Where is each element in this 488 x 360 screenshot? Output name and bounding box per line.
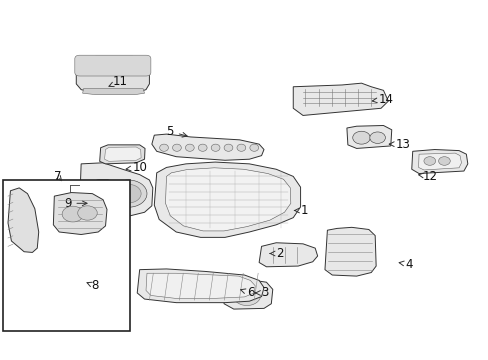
Polygon shape xyxy=(146,273,255,298)
Polygon shape xyxy=(346,126,391,148)
Circle shape xyxy=(369,132,385,143)
Text: 3: 3 xyxy=(255,287,268,300)
Polygon shape xyxy=(325,227,375,276)
Text: 7: 7 xyxy=(54,170,61,183)
Ellipse shape xyxy=(224,144,232,151)
Polygon shape xyxy=(137,269,264,303)
Ellipse shape xyxy=(198,144,207,151)
Text: 8: 8 xyxy=(87,279,98,292)
Ellipse shape xyxy=(185,144,194,151)
Circle shape xyxy=(423,157,435,165)
Polygon shape xyxy=(104,147,141,161)
Polygon shape xyxy=(82,89,144,95)
Polygon shape xyxy=(411,149,467,174)
Polygon shape xyxy=(259,243,317,267)
Text: 13: 13 xyxy=(388,138,410,150)
Circle shape xyxy=(78,206,97,220)
Polygon shape xyxy=(224,280,272,309)
Circle shape xyxy=(83,179,122,208)
Polygon shape xyxy=(80,163,153,217)
Circle shape xyxy=(233,285,260,306)
Polygon shape xyxy=(8,188,39,252)
Text: 14: 14 xyxy=(371,93,393,106)
Circle shape xyxy=(116,184,141,203)
Text: 9: 9 xyxy=(64,197,87,210)
Bar xyxy=(3,180,130,330)
Text: 5: 5 xyxy=(166,125,187,138)
Text: 12: 12 xyxy=(418,170,437,183)
Text: 4: 4 xyxy=(398,258,412,271)
Circle shape xyxy=(352,131,369,144)
Circle shape xyxy=(62,206,83,222)
Polygon shape xyxy=(53,193,107,234)
Polygon shape xyxy=(293,83,387,116)
Ellipse shape xyxy=(172,144,181,151)
Text: 6: 6 xyxy=(240,287,254,300)
Ellipse shape xyxy=(237,144,245,151)
Circle shape xyxy=(110,180,147,207)
Ellipse shape xyxy=(249,144,258,151)
Text: 11: 11 xyxy=(109,75,127,88)
Polygon shape xyxy=(76,56,149,93)
Text: 1: 1 xyxy=(294,204,307,217)
FancyBboxPatch shape xyxy=(75,55,151,76)
Text: 10: 10 xyxy=(126,161,147,174)
Circle shape xyxy=(438,157,449,165)
Polygon shape xyxy=(154,162,300,237)
Circle shape xyxy=(89,184,117,204)
Ellipse shape xyxy=(159,144,168,151)
Polygon shape xyxy=(152,134,264,160)
Ellipse shape xyxy=(211,144,220,151)
Text: 2: 2 xyxy=(270,247,283,260)
Polygon shape xyxy=(418,153,461,170)
Polygon shape xyxy=(165,168,290,231)
Polygon shape xyxy=(100,145,145,164)
